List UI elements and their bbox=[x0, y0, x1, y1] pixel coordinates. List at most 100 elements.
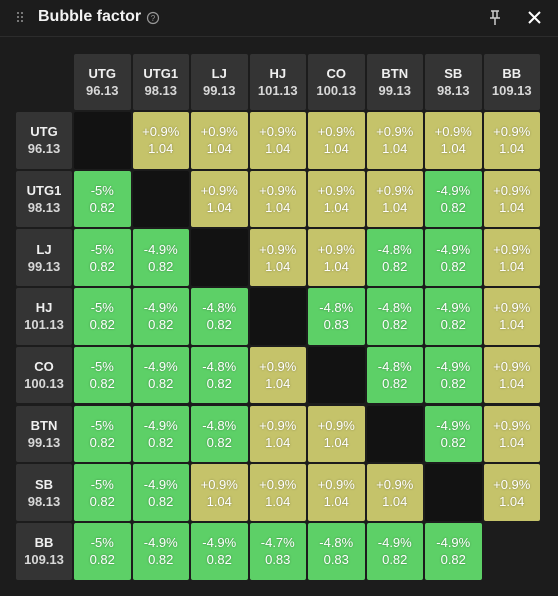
column-header: CO 100.13 bbox=[308, 54, 365, 110]
risk-change: -5% bbox=[90, 183, 114, 199]
risk-change: +0.9% bbox=[493, 359, 531, 375]
column-header: HJ 101.13 bbox=[249, 54, 306, 110]
bubble-factor: 0.83 bbox=[323, 317, 349, 333]
pin-icon[interactable] bbox=[490, 10, 500, 25]
bubble-cell: -5% 0.82 bbox=[74, 522, 131, 580]
close-button[interactable] bbox=[528, 11, 541, 24]
row-header: UTG1 98.13 bbox=[16, 170, 72, 228]
row-header: BB 109.13 bbox=[16, 522, 72, 580]
bubble-factor: 0.82 bbox=[206, 434, 232, 450]
risk-change: -4.8% bbox=[319, 535, 354, 551]
bubble-factor: 1.04 bbox=[265, 376, 291, 392]
position-name: UTG bbox=[88, 66, 116, 81]
bubble-factor: 1.04 bbox=[382, 493, 408, 509]
bubble-cell: +0.9% 1.04 bbox=[191, 112, 248, 169]
bubble-cell: -4.9% 0.82 bbox=[132, 346, 189, 404]
risk-change: -4.8% bbox=[202, 300, 237, 316]
risk-change: +0.9% bbox=[493, 300, 531, 316]
bubble-factor: 1.04 bbox=[323, 141, 349, 157]
risk-change: +0.9% bbox=[317, 417, 355, 433]
bubble-cell: +0.9% 1.04 bbox=[191, 170, 248, 228]
risk-change: +0.9% bbox=[142, 124, 180, 140]
bubble-factor: 1.04 bbox=[323, 258, 349, 274]
risk-change: -4.9% bbox=[143, 359, 178, 375]
bubble-cell: -5% 0.82 bbox=[74, 170, 131, 228]
bubble-factor: 0.82 bbox=[440, 434, 466, 450]
bubble-cell: +0.9% 1.04 bbox=[366, 112, 423, 169]
bubble-factor: 1.04 bbox=[265, 258, 291, 274]
position-name: UTG bbox=[30, 124, 58, 140]
help-icon[interactable]: ? bbox=[146, 11, 160, 25]
bubble-cell: -4.9% 0.82 bbox=[366, 522, 423, 580]
risk-change: -4.8% bbox=[377, 241, 412, 257]
bubble-cell: +0.9% 1.04 bbox=[483, 288, 540, 345]
position-stack: 98.13 bbox=[27, 200, 61, 216]
position-name: LJ bbox=[36, 241, 52, 257]
bubble-factor: 0.82 bbox=[382, 317, 408, 333]
risk-change: +0.9% bbox=[493, 241, 531, 257]
position-name: CO bbox=[326, 66, 347, 81]
bubble-cell: -5% 0.82 bbox=[74, 464, 131, 521]
empty-cell bbox=[366, 405, 423, 463]
row-header: HJ 101.13 bbox=[16, 288, 72, 345]
bubble-cell: +0.9% 1.04 bbox=[483, 112, 540, 169]
risk-change: +0.9% bbox=[259, 417, 297, 433]
drag-handle[interactable] bbox=[17, 12, 23, 22]
bubble-factor: 1.04 bbox=[265, 493, 291, 509]
bubble-factor: 1.04 bbox=[206, 141, 232, 157]
risk-change: -4.8% bbox=[377, 359, 412, 375]
risk-change: -5% bbox=[90, 241, 114, 257]
bubble-cell: +0.9% 1.04 bbox=[483, 229, 540, 287]
bubble-cell: -4.9% 0.82 bbox=[132, 229, 189, 287]
risk-change: -5% bbox=[90, 300, 114, 316]
bubble-cell: -4.9% 0.82 bbox=[425, 405, 482, 463]
risk-change: -4.9% bbox=[143, 300, 178, 316]
bubble-factor: 1.04 bbox=[440, 141, 466, 157]
bubble-factor: 0.82 bbox=[440, 376, 466, 392]
bubble-cell: +0.9% 1.04 bbox=[483, 405, 540, 463]
risk-change: -4.9% bbox=[377, 535, 412, 551]
bubble-cell: -4.9% 0.82 bbox=[425, 346, 482, 404]
risk-change: +0.9% bbox=[259, 359, 297, 375]
risk-change: +0.9% bbox=[434, 124, 472, 140]
column-header: UTG1 98.13 bbox=[132, 54, 189, 110]
risk-change: -4.9% bbox=[202, 535, 237, 551]
bubble-cell: +0.9% 1.04 bbox=[366, 170, 423, 228]
bubble-factor: 0.82 bbox=[148, 317, 174, 333]
risk-change: -4.9% bbox=[436, 535, 471, 551]
position-name: SB bbox=[444, 66, 463, 81]
risk-change: -4.9% bbox=[143, 476, 178, 492]
risk-change: +0.9% bbox=[200, 124, 238, 140]
bubble-factor: 1.04 bbox=[499, 141, 525, 157]
bubble-cell: -4.9% 0.82 bbox=[425, 229, 482, 287]
position-name: BB bbox=[34, 535, 54, 551]
bubble-factor: 0.82 bbox=[89, 317, 115, 333]
risk-change: +0.9% bbox=[317, 124, 355, 140]
bubble-factor: 1.04 bbox=[499, 258, 525, 274]
position-name: HJ bbox=[35, 300, 53, 316]
bubble-factor: 0.82 bbox=[148, 552, 174, 568]
bubble-cell: +0.9% 1.04 bbox=[249, 464, 306, 521]
risk-change: -4.8% bbox=[202, 417, 237, 433]
empty-cell bbox=[132, 170, 189, 228]
bubble-factor: 1.04 bbox=[148, 141, 174, 157]
bubble-factor: 0.82 bbox=[148, 258, 174, 274]
bubble-cell: +0.9% 1.04 bbox=[308, 112, 365, 169]
empty-cell bbox=[425, 464, 482, 521]
position-stack: 100.13 bbox=[316, 83, 357, 98]
risk-change: -4.9% bbox=[436, 417, 471, 433]
empty-cell bbox=[191, 229, 248, 287]
column-header: LJ 99.13 bbox=[191, 54, 248, 110]
bubble-factor: 0.82 bbox=[89, 200, 115, 216]
risk-change: -4.8% bbox=[377, 300, 412, 316]
bubble-cell: +0.9% 1.04 bbox=[249, 346, 306, 404]
risk-change: +0.9% bbox=[493, 183, 531, 199]
position-name: BTN bbox=[381, 66, 409, 81]
position-name: UTG1 bbox=[26, 183, 62, 199]
bubble-cell: +0.9% 1.04 bbox=[132, 112, 189, 169]
bubble-cell: +0.9% 1.04 bbox=[308, 464, 365, 521]
risk-change: +0.9% bbox=[259, 476, 297, 492]
position-name: SB bbox=[34, 476, 54, 492]
bubble-cell: +0.9% 1.04 bbox=[308, 229, 365, 287]
